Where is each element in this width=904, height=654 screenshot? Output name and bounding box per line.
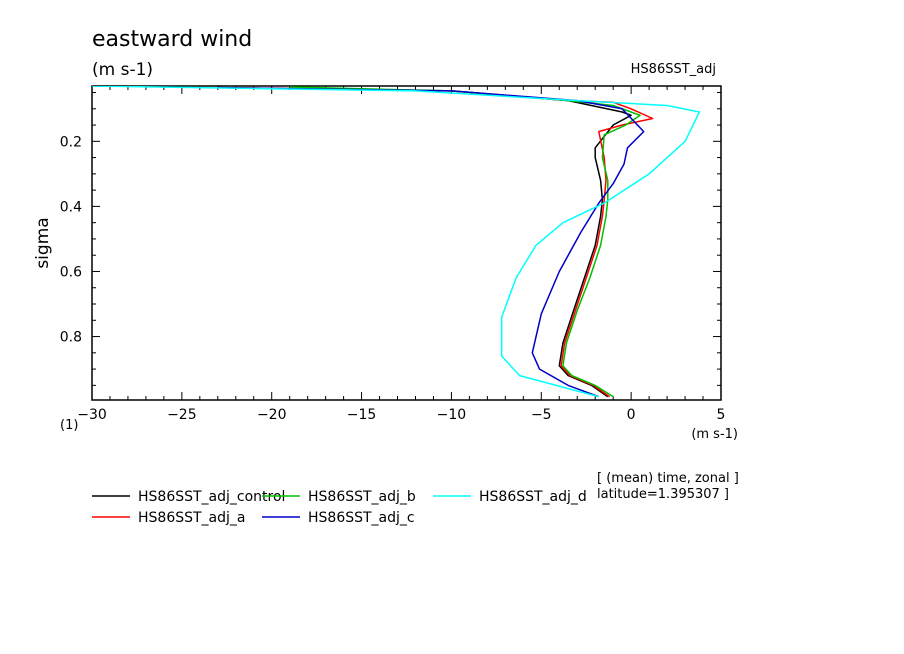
x-axis-ticks: −30 −25 −20 −15 −10 −5 0 5 xyxy=(77,86,725,423)
legend-label: HS86SST_adj_d xyxy=(479,489,587,505)
series-layer xyxy=(92,86,701,398)
chart-subtitle: (m s-1) xyxy=(92,60,153,80)
legend-label: HS86SST_adj_c xyxy=(308,510,415,526)
y-unit-marker: (1) xyxy=(60,418,78,433)
x-axis-units: (m s-1) xyxy=(691,427,738,442)
series-line-HS86SST_adj_d xyxy=(92,86,701,398)
y-axis-label: sigma xyxy=(33,217,53,268)
x-tick-label: 5 xyxy=(717,407,726,423)
x-tick-label: −25 xyxy=(167,407,197,423)
y-tick-label: 0.2 xyxy=(60,134,82,150)
series-line-HS86SST_adj_b xyxy=(289,86,641,398)
chart-title: eastward wind xyxy=(92,27,252,52)
x-tick-label: 0 xyxy=(627,407,636,423)
series-line-HS86SST_adj_c xyxy=(217,86,645,398)
y-tick-label: 0.6 xyxy=(60,264,82,280)
x-tick-label: −15 xyxy=(347,407,377,423)
y-tick-label: 0.4 xyxy=(60,199,82,215)
x-tick-label: −10 xyxy=(437,407,467,423)
annotation-line-1: [ (mean) time, zonal ] xyxy=(597,471,739,486)
x-tick-label: −30 xyxy=(77,407,107,423)
legend-label: HS86SST_adj_a xyxy=(138,510,246,526)
x-tick-label: −5 xyxy=(531,407,552,423)
legend: HS86SST_adj_control HS86SST_adj_a HS86SST_… xyxy=(92,489,587,526)
x-tick-label: −20 xyxy=(257,407,287,423)
plot-frame xyxy=(91,85,722,401)
series-line-HS86SST_adj_a xyxy=(217,86,654,398)
plot-area: −30 −25 −20 −15 −10 −5 0 5 0.2 0.4 0.6 0.8 xyxy=(60,85,725,423)
legend-label: HS86SST_adj_control xyxy=(138,489,285,505)
annotation-line-2: latitude=1.395307 ] xyxy=(597,487,729,502)
run-label: HS86SST_adj xyxy=(631,62,716,77)
series-line-HS86SST_adj_control xyxy=(217,86,632,398)
y-axis-ticks: 0.2 0.4 0.6 0.8 xyxy=(60,92,721,386)
legend-label: HS86SST_adj_b xyxy=(308,489,416,505)
y-tick-label: 0.8 xyxy=(60,330,82,346)
